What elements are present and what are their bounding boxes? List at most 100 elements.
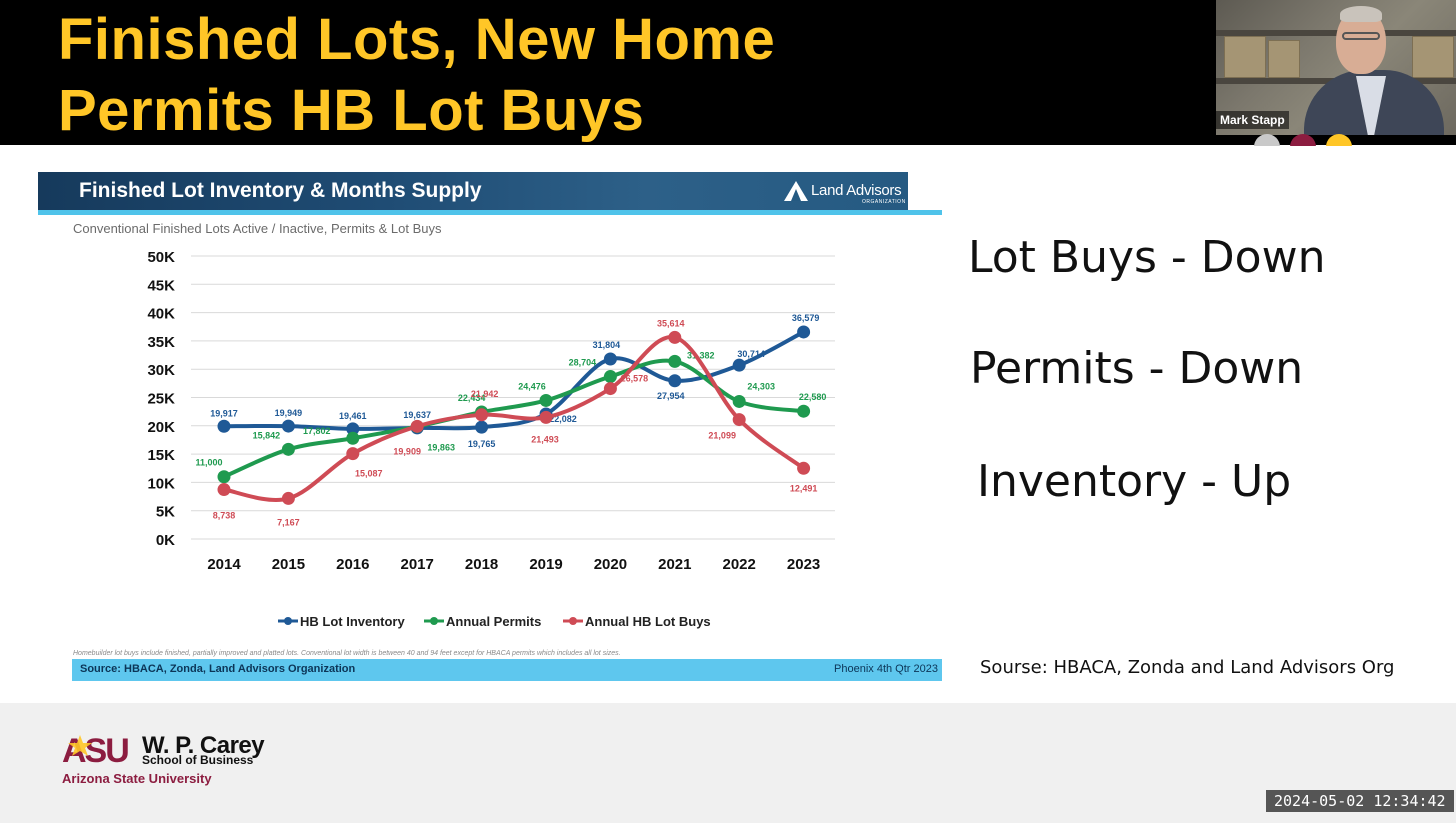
region-quarter-label: Phoenix 4th Qtr 2023	[834, 663, 938, 675]
x-tick-label: 2018	[465, 556, 498, 573]
data-point-lot-buys	[603, 382, 617, 396]
y-tick-label: 15K	[147, 447, 175, 464]
data-label-permits: 24,303	[747, 381, 775, 391]
video-person-hair	[1340, 6, 1382, 22]
data-point-inventory	[732, 358, 746, 372]
data-label-permits: 15,842	[253, 430, 281, 440]
slide-source-note: Sourse: HBACA, Zonda and Land Advisors O…	[980, 657, 1395, 678]
slide-title: Finished Lots, New Home Permits HB Lot B…	[58, 4, 1158, 146]
data-label-inventory: 19,917	[210, 408, 238, 418]
series-line-lot-buys	[223, 335, 805, 502]
data-label-inventory: 27,954	[657, 391, 685, 401]
y-tick-label: 30K	[147, 362, 175, 379]
bullet-lot-buys: Lot Buys - Down	[968, 232, 1326, 283]
data-label-permits: 31,382	[687, 350, 715, 360]
data-label-lot-buys: 7,167	[277, 517, 300, 527]
chart-header-title: Finished Lot Inventory & Months Supply	[79, 179, 482, 202]
slide-footer: ASU W. P. Carey School of Business Arizo…	[0, 703, 1456, 823]
x-tick-label: 2017	[401, 556, 434, 573]
university-name: Arizona State University	[62, 771, 212, 786]
y-tick-label: 5K	[156, 504, 175, 521]
data-label-lot-buys: 8,738	[213, 511, 236, 521]
data-point-permits	[732, 394, 746, 408]
reaction-icon[interactable]	[1254, 134, 1280, 146]
line-chart: 0K 5K 10K 15K 20K 25K 30K 35K 40K 45K 50K 2014 2015 2…	[147, 249, 835, 629]
x-tick-label: 2016	[336, 556, 369, 573]
series-line-inventory	[223, 330, 805, 431]
data-label-permits: 22,434	[458, 393, 486, 403]
data-point-lot-buys	[732, 413, 746, 427]
data-point-permits	[346, 431, 360, 445]
data-label-permits: 17,802	[303, 426, 331, 436]
data-label-inventory: 31,804	[593, 340, 621, 350]
source-text: Source: HBACA, Zonda, Land Advisors Orga…	[80, 663, 356, 675]
asu-icon[interactable]	[1290, 134, 1316, 146]
legend-label-permits: Annual Permits	[446, 614, 541, 629]
data-label-inventory: 22,082	[549, 414, 577, 424]
y-tick-label: 10K	[147, 475, 175, 492]
data-label-inventory: 19,949	[275, 408, 303, 418]
video-person-glasses	[1342, 32, 1380, 40]
participant-name: Mark Stapp	[1216, 111, 1289, 129]
x-tick-label: 2022	[723, 556, 756, 573]
data-point-permits	[217, 470, 231, 484]
data-label-lot-buys: 21,099	[708, 431, 736, 441]
x-tick-label: 2020	[594, 556, 627, 573]
data-point-lot-buys	[217, 483, 231, 497]
data-point-lot-buys	[668, 330, 682, 344]
data-point-permits	[603, 370, 617, 384]
data-label-lot-buys: 21,493	[531, 434, 559, 444]
chart-subtitle: Conventional Finished Lots Active / Inac…	[73, 221, 442, 236]
data-label-lot-buys: 19,909	[393, 446, 421, 456]
chart-header: Finished Lot Inventory & Months Supply L…	[38, 172, 908, 210]
x-tick-label: 2021	[658, 556, 691, 573]
y-tick-label: 45K	[147, 277, 175, 294]
y-tick-label: 20K	[147, 419, 175, 436]
data-label-permits: 28,704	[569, 358, 597, 368]
y-tick-label: 0K	[156, 532, 175, 549]
x-tick-label: 2019	[529, 556, 562, 573]
chart-panel: Finished Lot Inventory & Months Supply L…	[38, 172, 942, 682]
legend-label-inventory: HB Lot Inventory	[300, 614, 405, 629]
legend-marker-lot-buys	[569, 617, 577, 625]
data-label-inventory: 36,579	[792, 313, 820, 323]
wp-carey-name: W. P. Carey	[142, 732, 265, 759]
slide-title-bar: Finished Lots, New Home Permits HB Lot B…	[0, 0, 1456, 145]
asu-logo-icon: ASU	[62, 733, 130, 767]
land-advisors-logo-text: Land Advisors	[811, 182, 902, 199]
legend-marker-permits	[430, 617, 438, 625]
asu-logo-text: ASU	[62, 733, 128, 767]
slide-title-line1: Finished Lots, New Home	[58, 7, 776, 72]
data-point-permits	[668, 354, 682, 368]
data-label-permits: 22,580	[799, 392, 827, 402]
bullet-permits: Permits - Down	[970, 343, 1304, 394]
source-bar: Source: HBACA, Zonda, Land Advisors Orga…	[72, 659, 942, 681]
data-label-permits: 24,476	[518, 381, 546, 391]
data-point-lot-buys	[410, 419, 424, 433]
data-point-lot-buys	[475, 408, 489, 422]
land-advisors-logo-subtext: ORGANIZATION	[862, 199, 906, 205]
y-tick-label: 35K	[147, 334, 175, 351]
participant-icons	[1254, 134, 1364, 146]
data-label-lot-buys: 15,087	[355, 469, 383, 479]
data-label-lot-buys: 26,578	[621, 374, 649, 384]
video-background-box	[1224, 36, 1266, 78]
y-tick-label: 50K	[147, 249, 175, 266]
y-tick-label: 40K	[147, 306, 175, 323]
sun-icon[interactable]	[1326, 134, 1352, 146]
data-label-permits: 19,863	[427, 443, 455, 453]
data-point-inventory	[603, 352, 617, 366]
asu-sunburst-icon	[68, 735, 92, 756]
data-label-permits: 11,000	[195, 458, 222, 468]
y-tick-label: 25K	[147, 391, 175, 408]
data-label-lot-buys: 12,491	[790, 483, 818, 493]
data-label-inventory: 19,461	[339, 411, 367, 421]
data-label-inventory: 19,637	[403, 410, 431, 420]
data-label-inventory: 30,714	[737, 349, 765, 359]
data-point-inventory	[281, 419, 295, 433]
data-point-inventory	[668, 374, 682, 388]
land-advisors-logo: Land Advisors ORGANIZATION	[784, 179, 905, 205]
data-point-inventory	[475, 420, 489, 434]
legend-marker-inventory	[284, 617, 292, 625]
x-tick-label: 2014	[207, 556, 241, 573]
